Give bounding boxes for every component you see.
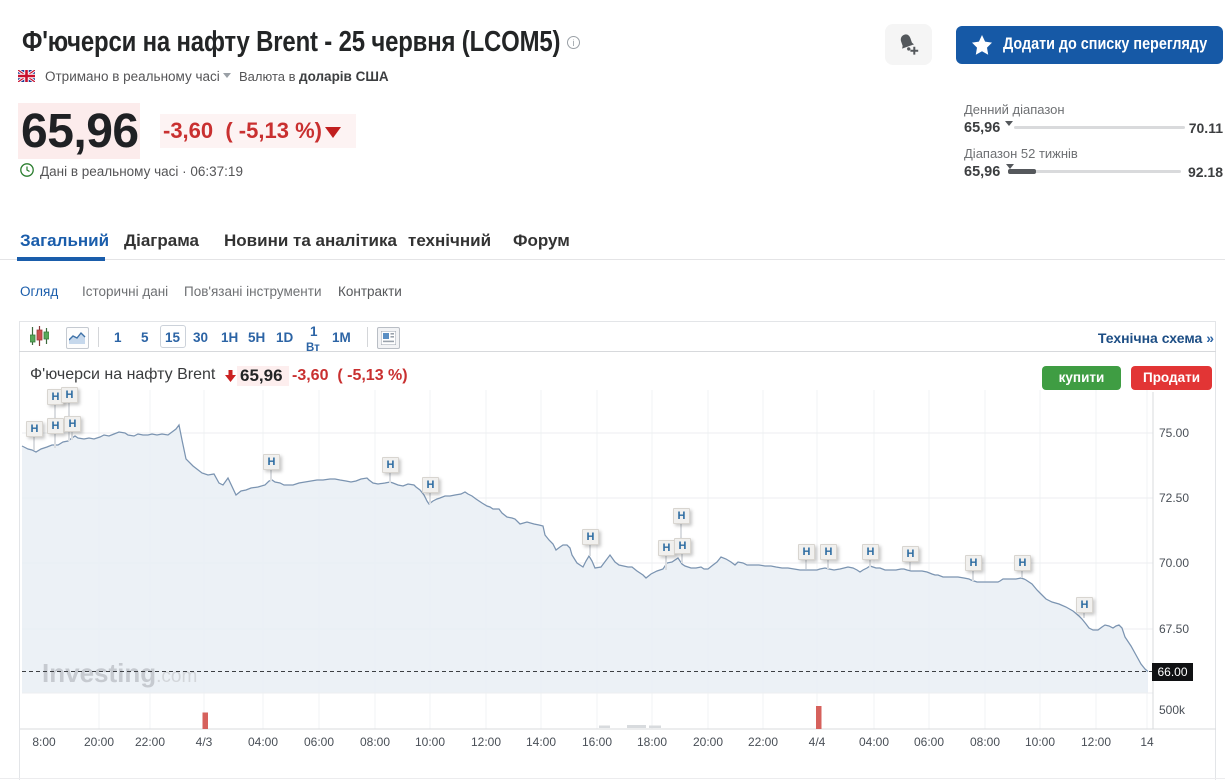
svg-text:08:00: 08:00 — [970, 735, 1000, 749]
svg-text:08:00: 08:00 — [360, 735, 390, 749]
svg-text:18:00: 18:00 — [637, 735, 667, 749]
svg-text:20:00: 20:00 — [84, 735, 114, 749]
svg-text:70.00: 70.00 — [1159, 556, 1189, 570]
svg-text:06:00: 06:00 — [304, 735, 334, 749]
svg-text:04:00: 04:00 — [859, 735, 889, 749]
svg-text:8:00: 8:00 — [32, 735, 56, 749]
svg-text:75.00: 75.00 — [1159, 426, 1189, 440]
svg-text:04:00: 04:00 — [248, 735, 278, 749]
svg-text:16:00: 16:00 — [582, 735, 612, 749]
svg-text:20:00: 20:00 — [693, 735, 723, 749]
svg-text:67.50: 67.50 — [1159, 622, 1189, 636]
svg-text:4/4: 4/4 — [809, 735, 826, 749]
svg-text:06:00: 06:00 — [914, 735, 944, 749]
svg-text:72.50: 72.50 — [1159, 491, 1189, 505]
svg-text:22:00: 22:00 — [135, 735, 165, 749]
svg-text:500k: 500k — [1159, 703, 1186, 717]
svg-text:22:00: 22:00 — [748, 735, 778, 749]
svg-text:12:00: 12:00 — [471, 735, 501, 749]
svg-text:66.00: 66.00 — [1157, 665, 1187, 679]
svg-text:14: 14 — [1140, 735, 1154, 749]
svg-text:12:00: 12:00 — [1081, 735, 1111, 749]
svg-text:4/3: 4/3 — [196, 735, 213, 749]
svg-text:10:00: 10:00 — [1025, 735, 1055, 749]
svg-text:10:00: 10:00 — [415, 735, 445, 749]
svg-text:14:00: 14:00 — [526, 735, 556, 749]
